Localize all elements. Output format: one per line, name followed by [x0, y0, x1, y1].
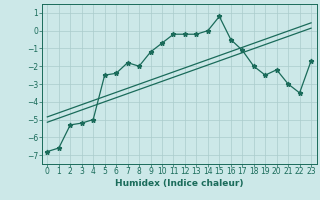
X-axis label: Humidex (Indice chaleur): Humidex (Indice chaleur): [115, 179, 244, 188]
